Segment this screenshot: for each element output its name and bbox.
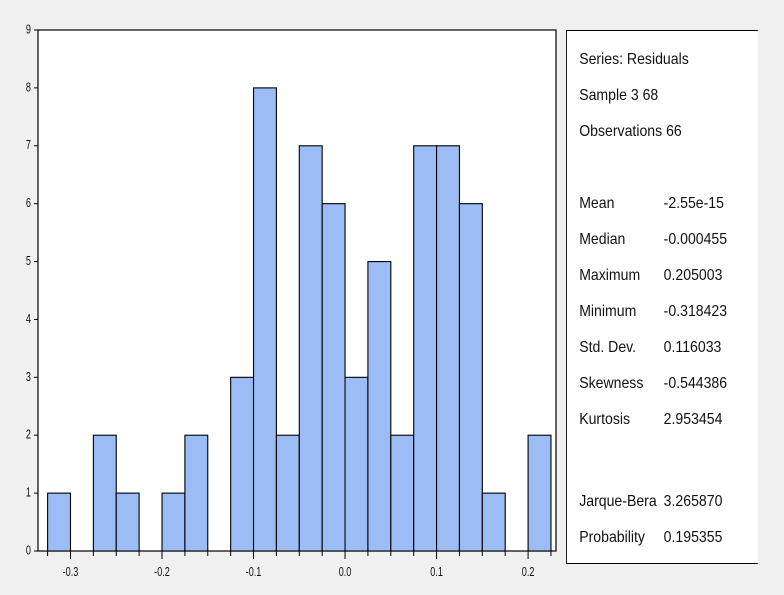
x-tick-label: 0.0 [339,566,352,580]
histogram-bar [390,434,415,552]
histogram-bars [47,87,552,552]
histogram-bar [367,261,392,552]
stat-value: 3.265870 [663,493,723,510]
y-tick-label: 8 [26,81,31,95]
stat-value: 0.195355 [663,529,723,546]
y-tick-label: 6 [26,197,31,211]
x-tick-label: -0.1 [246,566,262,580]
x-tick-label: 0.2 [522,566,535,580]
stat-value: -0.544386 [663,375,728,392]
stat-label: Median [579,231,626,248]
stat-label: Jarque-Bera [579,493,657,510]
histogram-bar [47,492,72,552]
histogram-bar [436,145,461,552]
histogram-bar [344,376,369,552]
x-axis: -0.3 -0.2 -0.1 0.0 0.1 0.2 [47,551,552,580]
sample-label: Sample 3 68 [579,87,659,104]
histogram-bar [527,434,552,552]
y-tick-label: 3 [26,370,31,384]
stat-label: Kurtosis [579,411,631,428]
histogram-bar [481,492,506,552]
x-tick-label: -0.3 [63,566,79,580]
stat-label: Std. Dev. [579,339,637,356]
stat-value: 2.953454 [663,411,723,428]
stat-value: -0.318423 [663,303,728,320]
stat-label: Mean [579,195,615,212]
histogram-bar [230,376,255,552]
histogram-bar [321,203,346,552]
histogram-bar [252,87,277,552]
stat-label: Minimum [579,303,637,320]
stat-value: 0.205003 [663,267,723,284]
y-tick-label: 5 [26,255,31,269]
stat-label: Skewness [579,375,644,392]
histogram-bar [161,492,186,552]
histogram-bar [275,434,300,552]
x-tick-label: 0.1 [430,566,443,580]
observations-label: Observations 66 [579,123,682,140]
y-tick-label: 2 [26,428,31,442]
stat-value: -2.55e-15 [663,195,724,212]
y-tick-label: 0 [26,544,31,558]
stat-label: Probability [579,529,645,546]
histogram-bar [115,492,140,552]
histogram-bar [458,203,483,552]
y-tick-label: 9 [26,23,31,37]
statistics-panel: Series: Residuals Sample 3 68 Observatio… [566,30,758,564]
y-tick-label: 4 [26,312,31,326]
y-axis: 0 1 2 3 4 5 6 7 8 9 [26,23,38,558]
histogram-bar [184,434,209,552]
stat-value: -0.000455 [663,231,728,248]
x-tick-label: -0.2 [154,566,170,580]
y-tick-label: 1 [26,486,31,500]
series-label: Series: Residuals [579,51,689,68]
y-tick-label: 7 [26,139,31,153]
histogram-chart: 0 1 2 3 4 5 6 7 8 9 -0.3 -0.2 -0.1 0.0 0.1 0.2 [26,23,557,580]
histogram-bar [92,434,117,552]
histogram-bar [413,145,438,552]
stat-label: Maximum [579,267,641,284]
stat-value: 0.116033 [663,339,722,356]
histogram-bar [298,145,323,552]
